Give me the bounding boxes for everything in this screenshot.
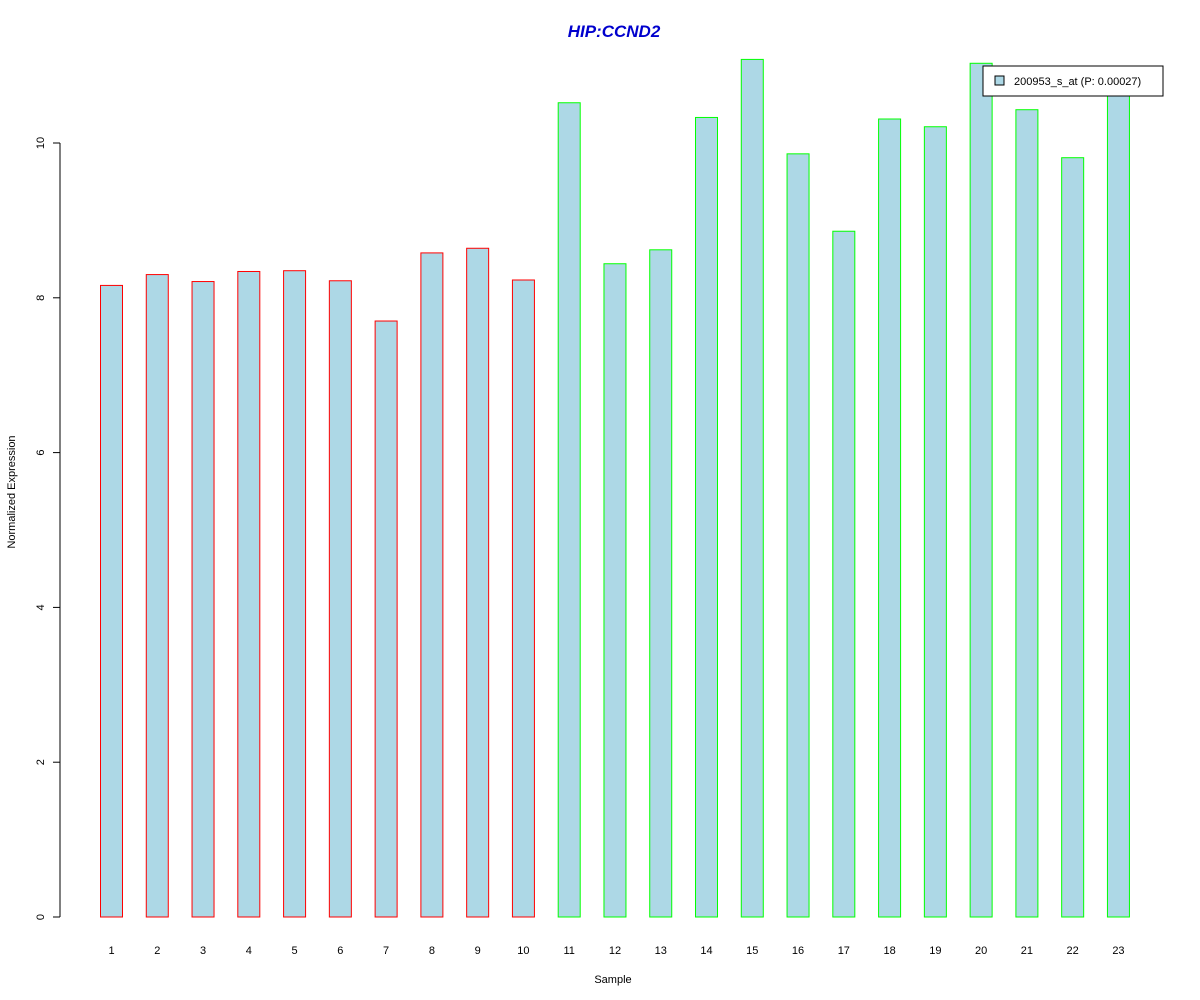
x-tick-label: 20 <box>975 945 987 957</box>
bar-sample-20 <box>969 62 993 918</box>
x-tick-label: 18 <box>883 945 895 957</box>
y-tick-label: 8 <box>35 295 47 301</box>
bar-sample-7 <box>374 320 398 918</box>
legend-box <box>982 65 1164 97</box>
x-tick-label: 7 <box>383 945 389 957</box>
bar-sample-10 <box>511 279 535 918</box>
x-tick-label: 10 <box>517 945 529 957</box>
x-tick-label: 16 <box>792 945 804 957</box>
x-tick-label: 13 <box>655 945 667 957</box>
legend-swatch <box>994 75 1005 86</box>
x-tick-label: 22 <box>1067 945 1079 957</box>
x-tick-label: 2 <box>154 945 160 957</box>
y-axis-label: Normalized Expression <box>6 435 18 548</box>
bar-sample-15 <box>740 58 764 918</box>
x-tick-label: 8 <box>429 945 435 957</box>
bar-sample-21 <box>1015 109 1039 918</box>
x-tick-label: 19 <box>929 945 941 957</box>
bar-sample-16 <box>786 153 810 918</box>
bar-sample-8 <box>420 252 444 918</box>
x-tick-label: 1 <box>108 945 114 957</box>
bar-sample-14 <box>695 116 719 918</box>
x-tick-label: 15 <box>746 945 758 957</box>
x-tick-label: 6 <box>337 945 343 957</box>
bar-sample-5 <box>283 270 307 918</box>
bar-sample-2 <box>145 274 169 918</box>
chart-title: HIP:CCND2 <box>568 22 661 41</box>
bar-sample-6 <box>328 280 352 918</box>
bar-sample-19 <box>923 126 947 918</box>
x-axis-tick-labels: 1 2 3 4 5 6 7 8 9 10 11 12 13 14 15 16 17 18 19 20 21 22 23 <box>108 945 1124 957</box>
x-tick-label: 23 <box>1112 945 1124 957</box>
x-tick-label: 17 <box>838 945 850 957</box>
legend: 200953_s_at (P: 0.00027) <box>982 65 1164 97</box>
bar-sample-13 <box>649 249 673 918</box>
y-tick-label: 6 <box>35 450 47 456</box>
x-tick-label: 11 <box>563 945 574 957</box>
y-tick-label: 4 <box>35 604 47 610</box>
x-tick-label: 9 <box>475 945 481 957</box>
y-tick-label: 0 <box>35 914 47 920</box>
x-tick-label: 4 <box>246 945 252 957</box>
bar-sample-3 <box>191 281 215 918</box>
bar-sample-17 <box>832 230 856 918</box>
bar-sample-23 <box>1106 93 1130 918</box>
bar-sample-4 <box>237 270 261 918</box>
bar-sample-11 <box>557 102 581 918</box>
x-tick-label: 3 <box>200 945 206 957</box>
x-tick-label: 12 <box>609 945 621 957</box>
x-tick-label: 21 <box>1021 945 1033 957</box>
x-tick-label: 5 <box>292 945 298 957</box>
bar-sample-12 <box>603 263 627 918</box>
bar-sample-18 <box>878 118 902 918</box>
x-tick-label: 14 <box>700 945 712 957</box>
bar-sample-22 <box>1061 157 1085 918</box>
legend-entry: 200953_s_at (P: 0.00027) <box>1014 76 1141 88</box>
y-tick-label: 10 <box>35 137 47 149</box>
bar-sample-9 <box>466 247 490 918</box>
bar-sample-1 <box>100 284 123 918</box>
bars <box>100 58 1130 918</box>
y-axis-ticks: 0 2 4 6 8 10 <box>35 137 60 920</box>
y-tick-label: 2 <box>35 759 47 765</box>
x-axis-label: Sample <box>594 974 631 986</box>
